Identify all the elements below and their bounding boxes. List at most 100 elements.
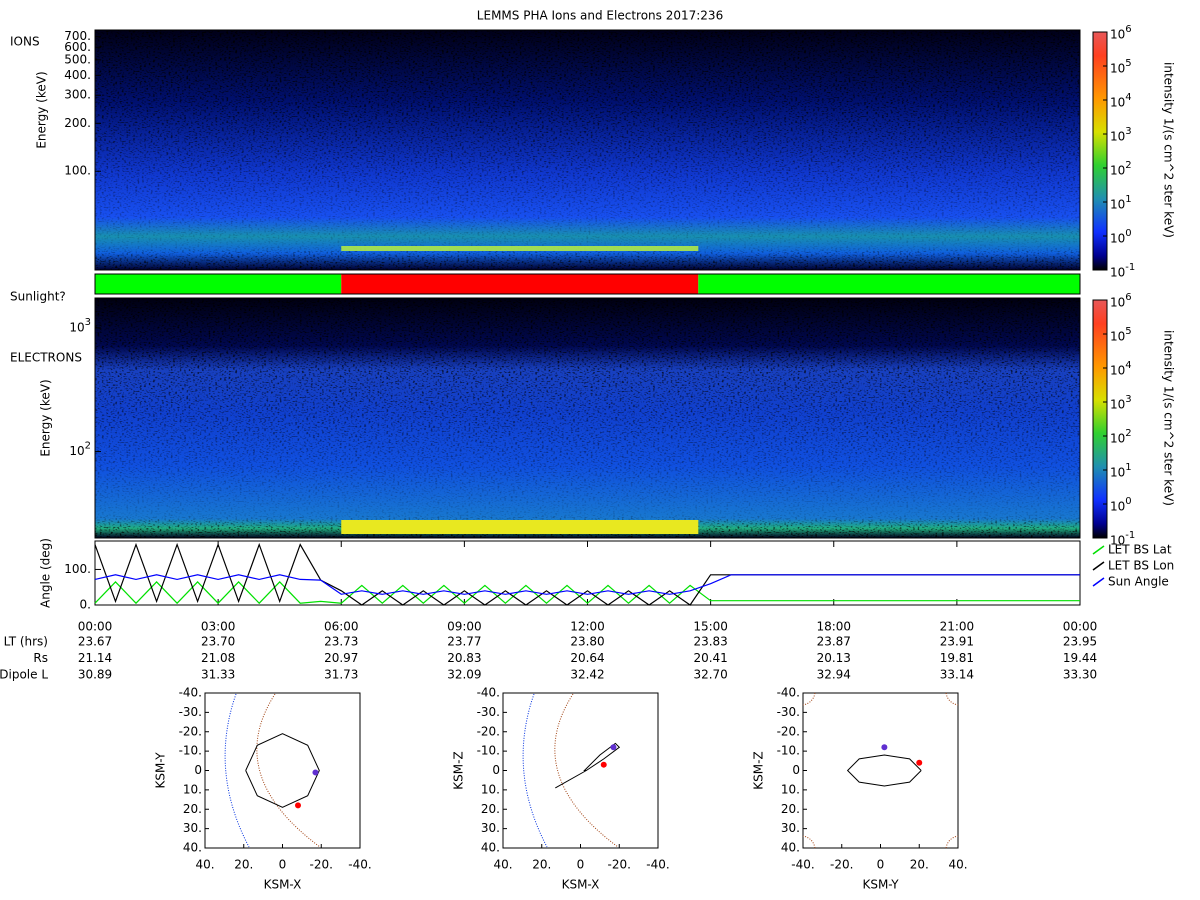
- x-axis-label: KSM-Y: [862, 878, 899, 892]
- magnetopause: [522, 693, 548, 848]
- orbit-track: [555, 742, 621, 789]
- x-tick-label: 20.: [234, 858, 253, 872]
- x-tick-label: -20.: [830, 858, 853, 872]
- y-tick-label: 500.: [64, 52, 91, 66]
- colorbar-tick-label: 104: [1110, 92, 1132, 110]
- spectrogram-speckle: [95, 298, 1080, 538]
- colorbar-tick-label: 105: [1110, 326, 1132, 344]
- sunlight-segment: [341, 274, 699, 294]
- x-tick-label: 12:00: [570, 620, 605, 634]
- x-tick-label: 40.: [948, 858, 967, 872]
- x-tick-label: 03:00: [201, 620, 236, 634]
- y-tick-label: 300.: [64, 88, 91, 102]
- colorbar-tick-label: 100: [1110, 228, 1132, 246]
- figure-title: LEMMS PHA Ions and Electrons 2017:236: [477, 9, 723, 23]
- x-tick-label: 0: [577, 858, 585, 872]
- x-tick-label: 21:00: [940, 620, 975, 634]
- orbit-point: [881, 744, 888, 751]
- y-tick-label: 102: [69, 441, 91, 459]
- legend-label: LET BS Lon: [1108, 559, 1174, 573]
- row-value: 23.73: [324, 635, 358, 649]
- y-tick-label: 103: [69, 317, 91, 335]
- x-tick-label: -40.: [348, 858, 371, 872]
- y-tick-label: -40.: [179, 686, 202, 700]
- y-tick-label: -20.: [777, 724, 800, 738]
- row-value: 23.95: [1063, 635, 1097, 649]
- row-value: 20.97: [324, 651, 358, 665]
- y-tick-label: 20.: [183, 802, 202, 816]
- x-axis-label: KSM-X: [264, 878, 302, 892]
- sunlight-segment: [95, 274, 342, 294]
- x-tick-label: 18:00: [816, 620, 851, 634]
- y-tick-label: 30.: [781, 821, 800, 835]
- colorbar-label: intensity 1/(s cm^2 ster keV): [1162, 62, 1176, 238]
- y-tick-label: 20.: [781, 802, 800, 816]
- colorbar-tick-label: 102: [1110, 160, 1132, 178]
- y-tick-label: -30.: [777, 705, 800, 719]
- row-value: 19.44: [1063, 651, 1097, 665]
- spectrogram-speckle: [95, 30, 1080, 270]
- colorbar-tick-label: 106: [1110, 292, 1132, 310]
- colorbar-tick-label: 101: [1110, 194, 1132, 212]
- y-tick-label: -20.: [179, 724, 202, 738]
- orbit-frame: [204, 692, 361, 849]
- y-tick-label: 0: [492, 763, 500, 777]
- legend-swatch: [1092, 577, 1105, 587]
- y-tick-label: 40.: [481, 841, 500, 855]
- row-value: 33.14: [940, 668, 974, 682]
- row-value: 20.41: [693, 651, 727, 665]
- row-value: 20.64: [570, 651, 604, 665]
- y-tick-label: 30.: [481, 821, 500, 835]
- row-value: 23.67: [78, 635, 112, 649]
- y-tick-label: 0.: [80, 598, 91, 612]
- row-value: 30.89: [78, 668, 112, 682]
- y-tick-label: -10.: [477, 744, 500, 758]
- x-tick-label: 15:00: [693, 620, 728, 634]
- orbit-panel: -40. -20. 0 20. 40. -40. -30. -20. -10. 0 10. 20. 30…: [752, 686, 968, 892]
- legend-label: LET BS Lat: [1108, 543, 1172, 557]
- orbit-point: [295, 802, 301, 809]
- angle-line: [94, 581, 1080, 605]
- row-value: 32.94: [817, 668, 851, 682]
- x-tick-label: 0: [279, 858, 287, 872]
- panel-frame: [94, 297, 1081, 539]
- x-tick-label: 00:00: [1063, 620, 1098, 634]
- angle-line: [94, 574, 1080, 595]
- colorbar-tick-label: 103: [1110, 394, 1132, 412]
- row-value: 32.09: [447, 668, 481, 682]
- row-label: Rs: [33, 651, 48, 665]
- x-tick-label: 40.: [493, 858, 512, 872]
- y-axis-label: Energy (keV): [35, 71, 49, 148]
- y-tick-label: -10.: [179, 744, 202, 758]
- orbit-track: [245, 733, 320, 808]
- y-tick-label: 40.: [781, 841, 800, 855]
- legend-swatch: [1092, 561, 1105, 571]
- x-tick-label: -20.: [608, 858, 631, 872]
- row-value: 23.87: [817, 635, 851, 649]
- row-label: Dipole L: [0, 668, 48, 682]
- row-label: LT (hrs): [4, 635, 48, 649]
- orbit-point: [600, 761, 607, 768]
- row-value: 32.42: [570, 668, 604, 682]
- orbit-panel: 40. 20. 0 -20. -40. -40. -30. -20. -10. 0 10. 20. 30…: [154, 686, 372, 892]
- colorbar-tick-label: 104: [1110, 360, 1132, 378]
- y-axis-label: Energy (keV): [39, 379, 53, 456]
- y-tick-label: 200.: [64, 116, 91, 130]
- y-tick-label: 0: [194, 763, 202, 777]
- orbit-frame: [802, 692, 959, 849]
- panel-label: Sunlight?: [10, 290, 66, 304]
- x-tick-label: 00:00: [78, 620, 113, 634]
- x-tick-label: 06:00: [324, 620, 359, 634]
- row-value: 31.33: [201, 668, 235, 682]
- y-tick-label: -30.: [179, 705, 202, 719]
- y-tick-label: 10.: [781, 782, 800, 796]
- sunlight-segment: [698, 274, 1080, 294]
- y-axis-label: KSM-Z: [752, 751, 766, 789]
- orbit-track: [846, 754, 922, 787]
- y-tick-label: 20.: [481, 802, 500, 816]
- panel-frame: [94, 29, 1081, 271]
- y-tick-label: -20.: [477, 724, 500, 738]
- orbit-point: [610, 744, 617, 751]
- x-tick-label: -40.: [791, 858, 814, 872]
